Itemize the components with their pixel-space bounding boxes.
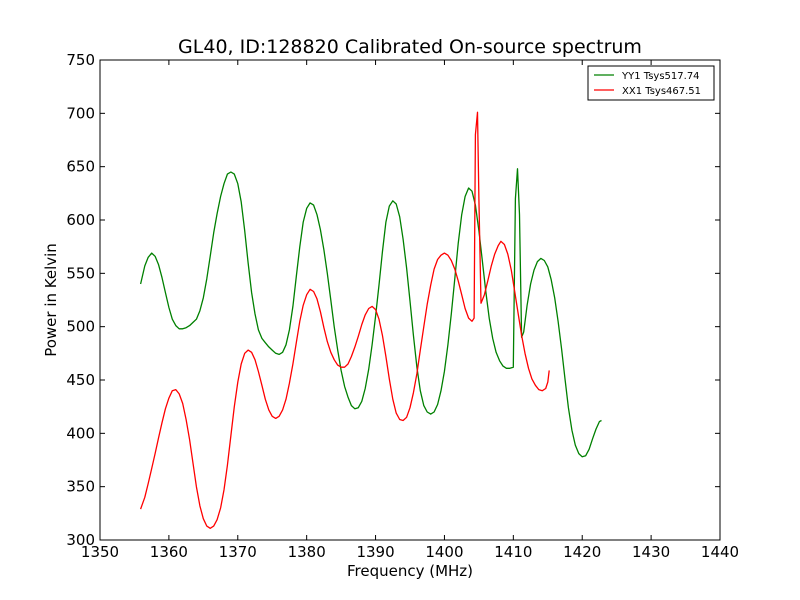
- x-tick-label: 1410: [494, 543, 532, 561]
- x-tick-label: 1440: [701, 543, 739, 561]
- legend-box: [587, 65, 715, 101]
- plot-area-frame: [99, 59, 721, 541]
- y-tick-label: 550: [66, 264, 95, 282]
- y-tick-label: 500: [66, 318, 95, 336]
- x-tick-label: 1420: [563, 543, 601, 561]
- y-tick-label: 600: [66, 211, 95, 229]
- y-axis-label: Power in Kelvin: [42, 243, 60, 357]
- x-tick-label: 1400: [425, 543, 463, 561]
- x-tick-label: 1430: [632, 543, 670, 561]
- chart-title: GL40, ID:128820 Calibrated On-source spe…: [178, 36, 642, 58]
- x-tick-label: 1350: [81, 543, 119, 561]
- y-tick-label: 700: [66, 104, 95, 122]
- x-axis-label: Frequency (MHz): [347, 562, 473, 580]
- x-tick-label: 1390: [356, 543, 394, 561]
- series-line-1: [139, 111, 550, 529]
- y-tick-label: 450: [66, 371, 95, 389]
- legend: YY1 Tsys517.74 XX1 Tsys467.51: [587, 65, 715, 101]
- y-tick-label: 750: [66, 51, 95, 69]
- y-tick-label: 400: [66, 424, 95, 442]
- series-line-0: [139, 168, 602, 458]
- x-tick-label: 1380: [288, 543, 326, 561]
- legend-label-0: YY1 Tsys517.74: [621, 71, 700, 82]
- y-tick-label: 300: [66, 531, 95, 549]
- y-tick-label: 650: [66, 158, 95, 176]
- x-tick-label: 1370: [219, 543, 257, 561]
- y-tick-label: 350: [66, 478, 95, 496]
- legend-label-1: XX1 Tsys467.51: [622, 86, 701, 97]
- x-tick-label: 1360: [150, 543, 188, 561]
